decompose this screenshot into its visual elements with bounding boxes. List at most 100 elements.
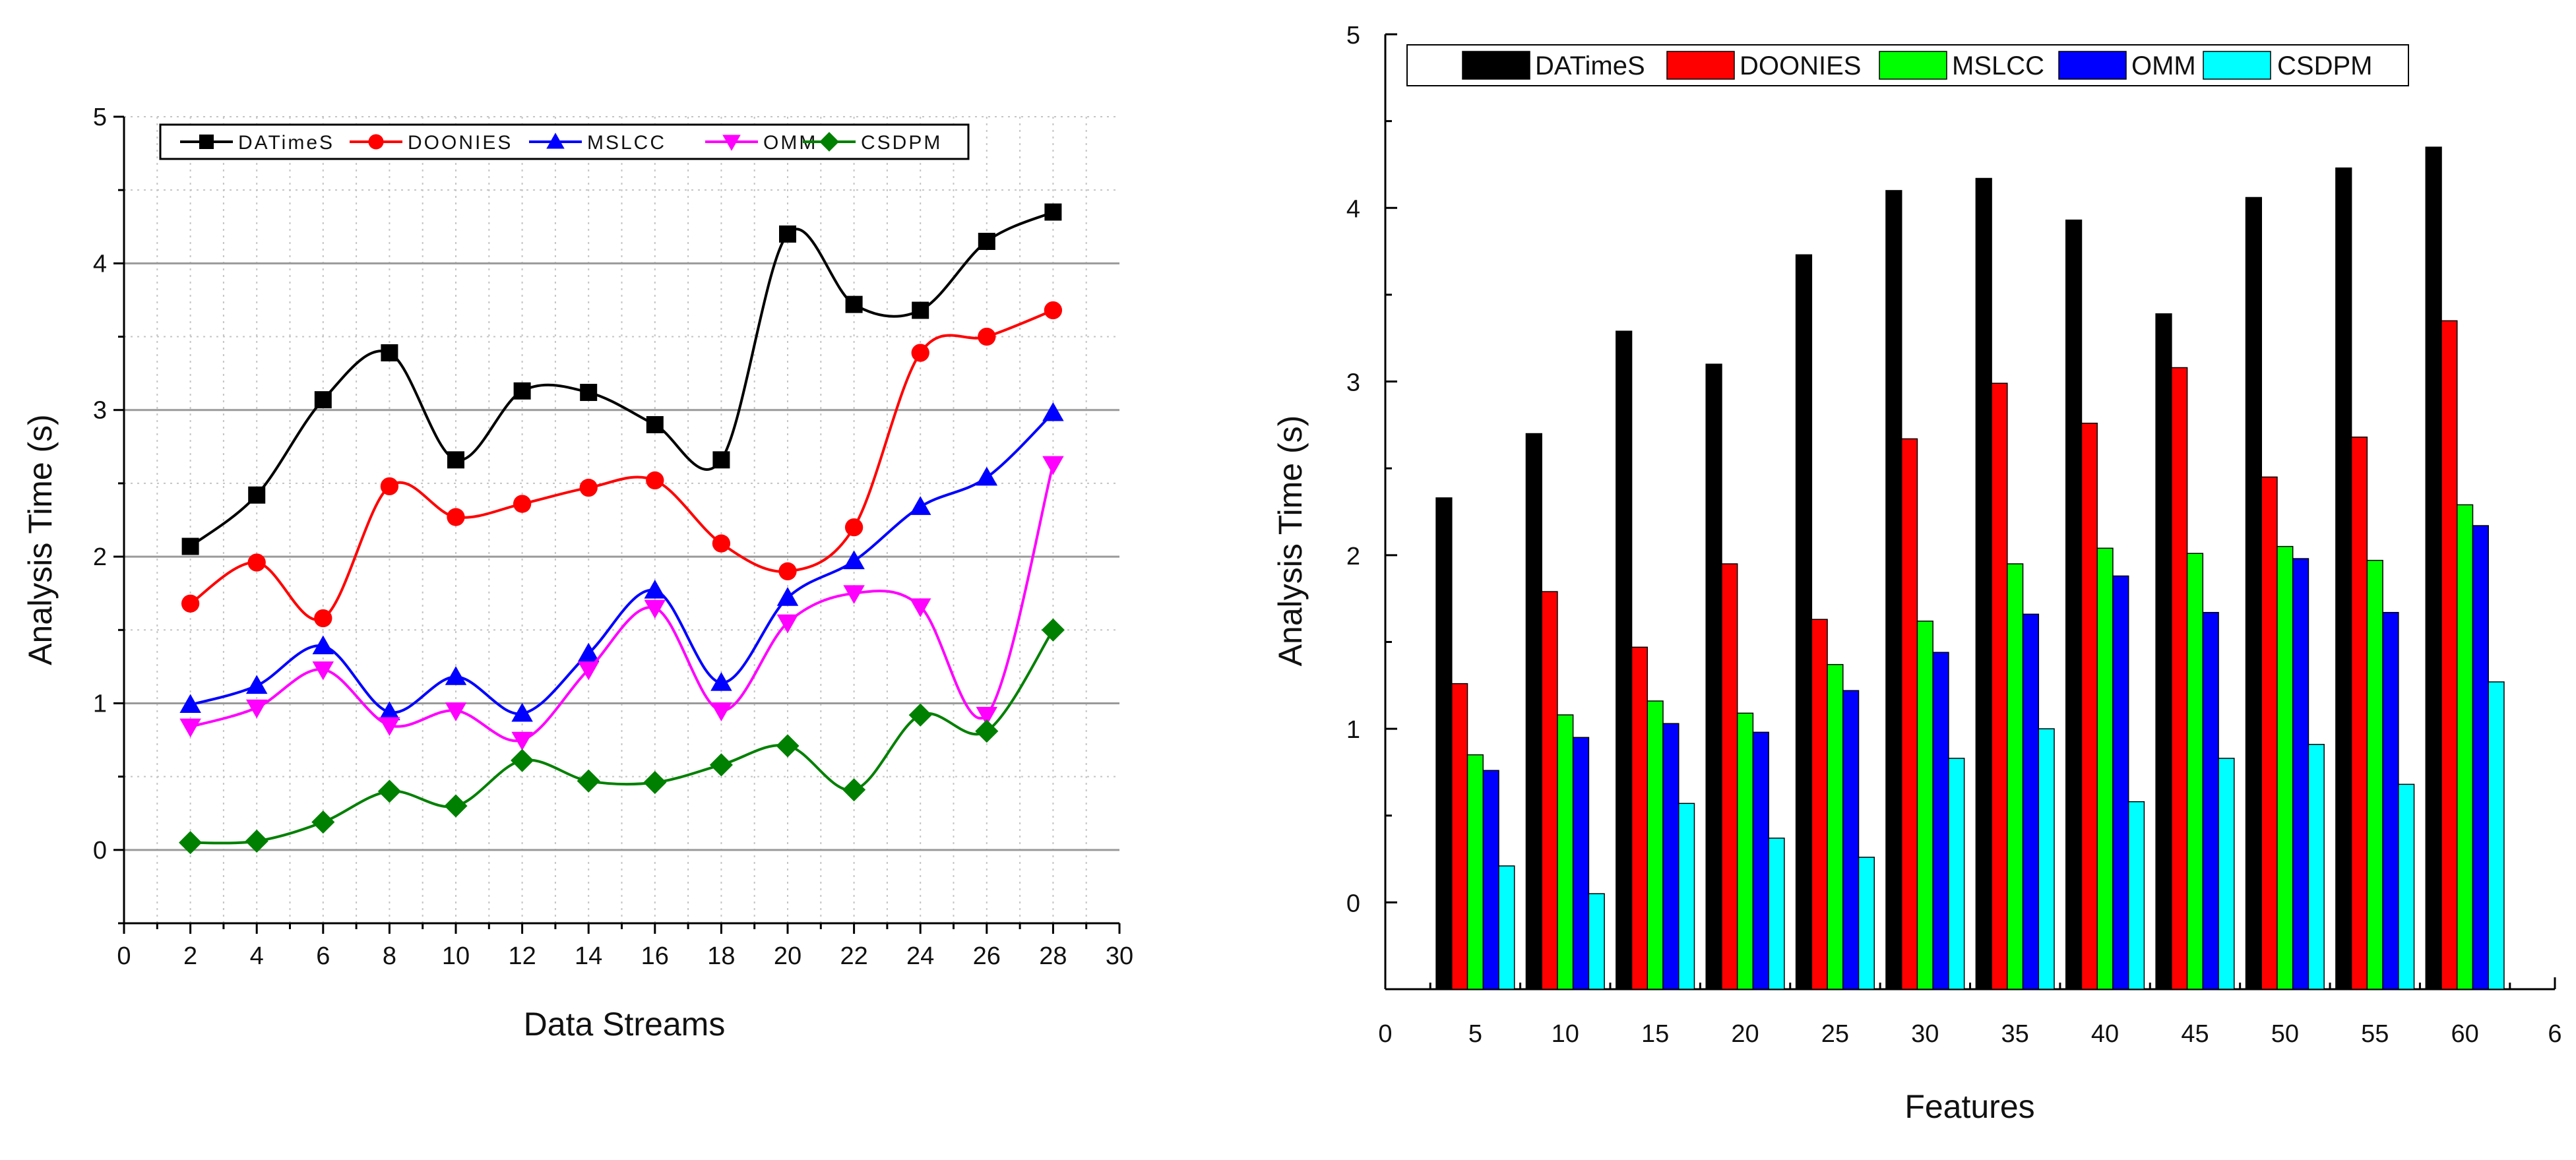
data-point bbox=[909, 496, 931, 515]
data-point bbox=[181, 594, 200, 613]
x-tick-label: 24 bbox=[906, 942, 934, 970]
bar bbox=[1795, 254, 1813, 990]
x-tick-label: 45 bbox=[2181, 1020, 2209, 1048]
data-point bbox=[247, 553, 266, 572]
x-tick-label: 6 bbox=[316, 942, 330, 970]
bar bbox=[2335, 167, 2352, 990]
bar bbox=[2277, 545, 2294, 990]
data-point bbox=[976, 706, 998, 726]
bar bbox=[1901, 438, 1918, 990]
bar bbox=[2096, 547, 2114, 990]
data-point bbox=[843, 585, 865, 604]
bar bbox=[2171, 367, 2188, 990]
bar bbox=[2127, 801, 2145, 990]
data-point bbox=[447, 508, 465, 526]
legend: DATimeS DOONIES MSLCC OMM CSDPM bbox=[159, 123, 970, 160]
bar bbox=[1647, 700, 1664, 990]
bar bbox=[1482, 770, 1499, 990]
y-tick-label: 0 bbox=[93, 837, 107, 865]
bar bbox=[2366, 559, 2383, 990]
bar bbox=[1991, 382, 2008, 990]
legend-marker bbox=[819, 132, 839, 152]
x-axis-title: Data Streams bbox=[524, 1006, 726, 1043]
bar bbox=[2425, 146, 2442, 990]
bar bbox=[2202, 611, 2219, 990]
bar bbox=[1588, 893, 1605, 990]
data-point bbox=[379, 717, 400, 737]
y-tick-label: 3 bbox=[93, 397, 107, 425]
x-tick-label: 50 bbox=[2271, 1020, 2299, 1048]
bar-series-omm bbox=[1482, 525, 2489, 990]
bar bbox=[1541, 591, 1558, 990]
bar bbox=[1466, 754, 1484, 990]
legend-label: MSLCC bbox=[1952, 51, 2044, 80]
bar bbox=[1975, 177, 1992, 990]
series-doonies bbox=[181, 301, 1063, 628]
y-tick-label: 2 bbox=[93, 543, 107, 571]
data-point bbox=[908, 703, 932, 727]
data-point bbox=[911, 344, 929, 362]
x-tick-label: 20 bbox=[1731, 1020, 1759, 1048]
data-point bbox=[447, 451, 464, 469]
data-point bbox=[1042, 456, 1064, 475]
bar bbox=[1451, 683, 1468, 990]
bar bbox=[2308, 744, 2325, 990]
bar bbox=[1842, 690, 1860, 990]
data-point bbox=[776, 587, 799, 606]
data-point bbox=[513, 495, 532, 513]
data-point bbox=[779, 225, 796, 243]
series-line bbox=[189, 210, 1054, 548]
bar bbox=[2457, 504, 2474, 990]
bar bbox=[2245, 197, 2262, 990]
x-tick-label: 10 bbox=[1552, 1020, 1579, 1048]
bar bbox=[1858, 857, 1875, 990]
bar bbox=[2155, 313, 2172, 990]
data-point bbox=[445, 666, 467, 685]
x-tick-label: 12 bbox=[508, 942, 536, 970]
data-point bbox=[248, 486, 266, 504]
y-tick-label: 4 bbox=[93, 250, 107, 278]
data-point bbox=[1044, 301, 1063, 320]
legend-marker bbox=[722, 135, 741, 151]
data-point bbox=[577, 661, 600, 681]
bar bbox=[2292, 558, 2309, 990]
data-point bbox=[643, 770, 667, 795]
data-point bbox=[976, 466, 998, 486]
data-point bbox=[511, 731, 533, 751]
bar bbox=[2350, 437, 2368, 990]
data-point bbox=[1041, 618, 1065, 642]
data-point bbox=[179, 831, 203, 855]
data-point bbox=[580, 384, 598, 402]
legend-swatch bbox=[1879, 51, 1947, 80]
data-point bbox=[179, 718, 201, 738]
data-point bbox=[978, 327, 996, 346]
data-point bbox=[380, 477, 399, 496]
y-axis-title: Analysis Time (s) bbox=[22, 414, 59, 665]
data-point bbox=[978, 233, 995, 251]
bar-series-csdpm bbox=[1498, 681, 2505, 990]
x-tick-label: 2 bbox=[183, 942, 197, 970]
data-point bbox=[844, 518, 864, 537]
data-point bbox=[909, 598, 931, 617]
data-point bbox=[379, 701, 400, 721]
bar bbox=[1435, 497, 1453, 990]
y-tick-label: 0 bbox=[1346, 890, 1360, 917]
x-tick-label: 5 bbox=[1468, 1020, 1482, 1048]
bar bbox=[2022, 613, 2040, 990]
bar bbox=[1631, 646, 1649, 990]
x-tick-label: 26 bbox=[973, 942, 1001, 970]
legend-label: DATimeS bbox=[238, 132, 334, 154]
y-tick-label: 5 bbox=[1346, 22, 1360, 49]
data-point bbox=[912, 301, 929, 319]
legend-label: DATimeS bbox=[1535, 51, 1645, 80]
data-point bbox=[577, 769, 600, 793]
bar bbox=[2398, 783, 2415, 990]
data-point bbox=[646, 471, 664, 490]
x-tick-label: 10 bbox=[442, 942, 470, 970]
data-point bbox=[776, 614, 799, 634]
bar bbox=[2065, 219, 2083, 990]
x-axis-title: Features bbox=[1904, 1088, 2034, 1125]
data-point bbox=[312, 635, 334, 655]
x-tick-label: 25 bbox=[1821, 1020, 1849, 1048]
